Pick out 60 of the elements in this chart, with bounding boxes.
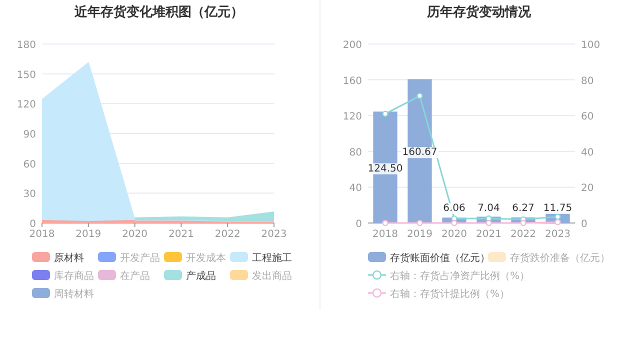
legend-label: 存货跌价准备（亿元） xyxy=(510,252,610,264)
legend-label: 周转材料 xyxy=(54,288,94,300)
legend-label: 在产品 xyxy=(120,270,150,282)
y-tick-label: 0 xyxy=(30,219,36,230)
y-tick-label: 30 xyxy=(23,189,36,200)
point xyxy=(451,220,458,226)
x-tick-label: 2022 xyxy=(510,229,536,240)
y2-tick-label: 40 xyxy=(581,147,594,158)
y-tick-label: 180 xyxy=(16,40,36,51)
legend-label: 开发成本 xyxy=(186,252,226,264)
x-tick-label: 2018 xyxy=(372,229,398,240)
y-tick-label: 120 xyxy=(342,112,362,123)
data-label: 6.27 xyxy=(512,203,534,214)
legend-label: 工程施工 xyxy=(252,252,292,264)
x-tick-label: 2019 xyxy=(407,229,432,240)
y2-tick-label: 20 xyxy=(581,183,594,194)
x-tick-label: 2023 xyxy=(261,229,287,240)
point xyxy=(382,110,388,117)
y-tick-label: 120 xyxy=(16,100,36,111)
legend-label: 库存商品 xyxy=(54,270,94,282)
x-tick-label: 2023 xyxy=(545,229,570,240)
legend-label: 右轴：存货占净资产比例（%） xyxy=(390,270,530,282)
point xyxy=(382,220,388,226)
y2-tick-label: 80 xyxy=(581,76,594,87)
x-tick-label: 2021 xyxy=(476,229,502,240)
point xyxy=(520,220,526,226)
legend-label: 原材料 xyxy=(54,252,84,264)
data-label: 11.75 xyxy=(543,203,572,214)
x-tick-label: 2018 xyxy=(29,229,55,240)
data-label: 124.50 xyxy=(368,163,403,174)
point xyxy=(554,219,561,226)
data-label: 7.04 xyxy=(478,203,500,214)
x-tick-label: 2021 xyxy=(168,229,194,240)
y-tick-label: 0 xyxy=(356,219,362,230)
legend-label: 发出商品 xyxy=(252,270,292,282)
point xyxy=(486,220,492,226)
data-label: 6.06 xyxy=(443,203,466,214)
y-tick-label: 150 xyxy=(16,70,36,81)
y2-tick-label: 60 xyxy=(581,112,594,123)
legend-label: 产成品 xyxy=(186,270,216,282)
point xyxy=(416,220,423,226)
y-tick-label: 40 xyxy=(349,183,362,194)
legend-label: 右轴：存货计提比例（%） xyxy=(390,288,510,300)
data-label: 160.67 xyxy=(402,147,438,158)
legend-label: 开发产品 xyxy=(120,252,160,264)
x-tick-label: 2020 xyxy=(442,229,467,240)
y-tick-label: 60 xyxy=(23,159,36,170)
y-tick-label: 80 xyxy=(349,147,362,158)
chart-title: 历年存货变动情况 xyxy=(426,4,532,20)
y-tick-label: 200 xyxy=(342,40,362,51)
point xyxy=(416,92,423,100)
x-tick-label: 2020 xyxy=(122,229,148,240)
y2-tick-label: 100 xyxy=(581,40,600,51)
x-tick-label: 2022 xyxy=(214,229,240,240)
y2-tick-label: 0 xyxy=(581,219,588,230)
legend-label: 存货账面价值（亿元） xyxy=(390,252,490,264)
x-tick-label: 2019 xyxy=(76,229,102,240)
chart-title: 近年存货变化堆积图（亿元） xyxy=(74,4,244,20)
y-tick-label: 90 xyxy=(23,130,36,140)
y-tick-label: 160 xyxy=(342,76,362,87)
